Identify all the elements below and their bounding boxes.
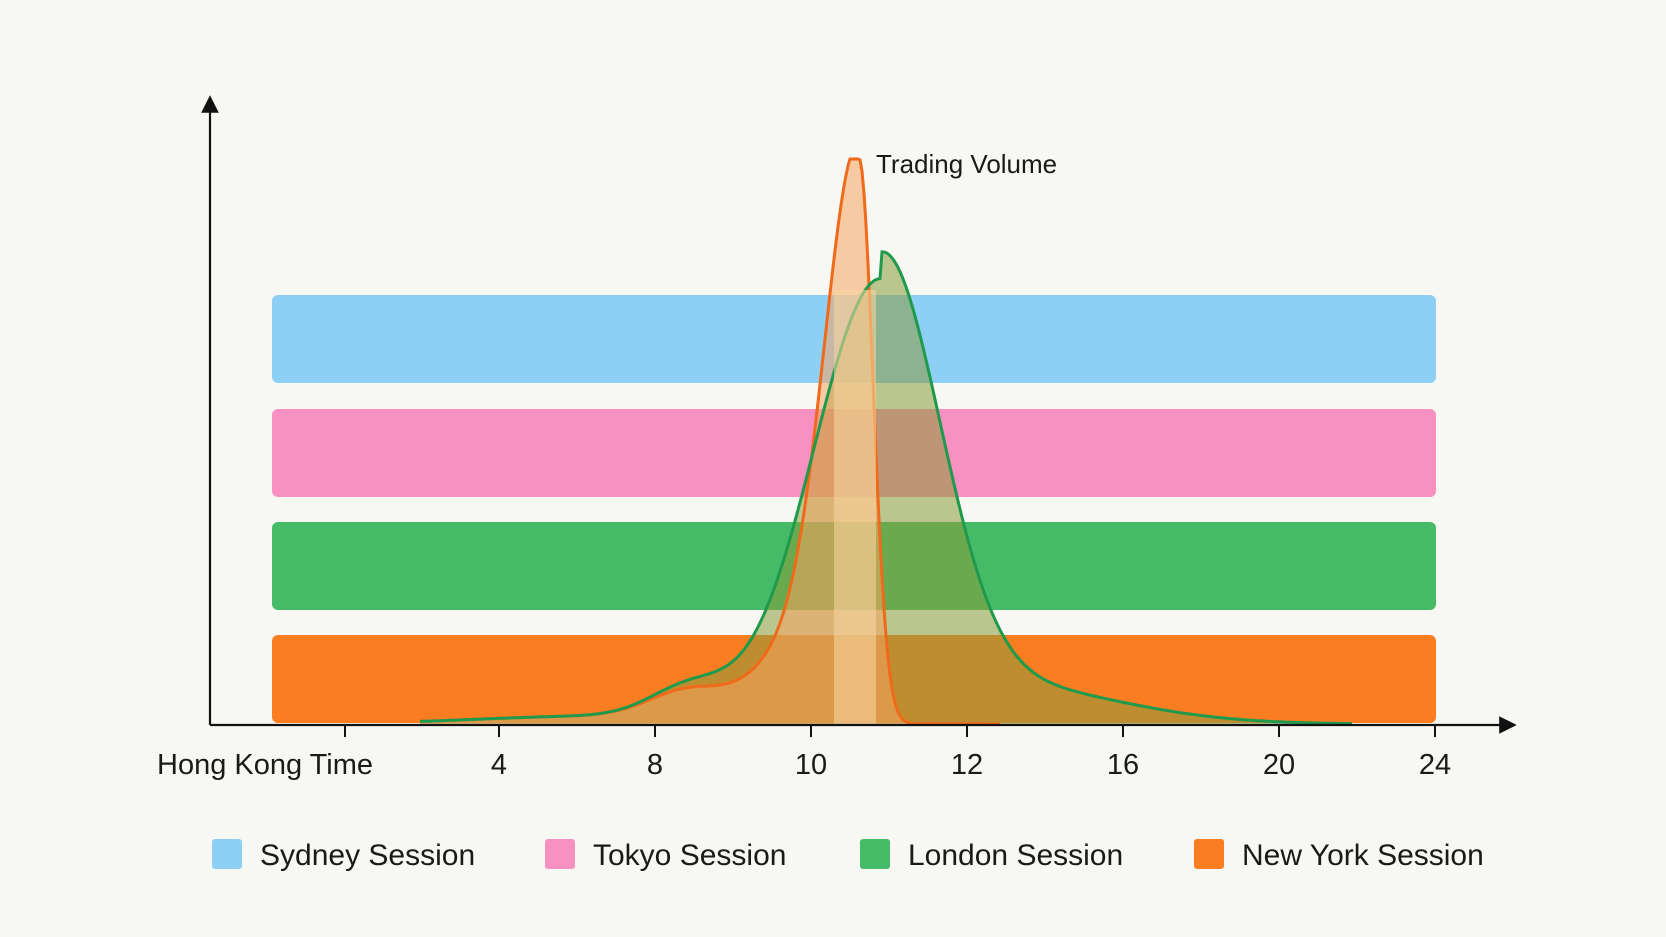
legend-swatch: [1194, 839, 1224, 869]
x-axis-label: Hong Kong Time: [157, 749, 373, 781]
legend-label: Tokyo Session: [593, 839, 786, 872]
legend-swatch: [860, 839, 890, 869]
x-tick-label: 4: [491, 749, 507, 781]
x-tick-label: 10: [795, 749, 827, 781]
peak-highlight: [834, 290, 876, 724]
legend-label: London Session: [908, 839, 1123, 872]
legend-swatch: [212, 839, 242, 869]
volume-green-fill: [420, 251, 1352, 724]
legend-label: Sydney Session: [260, 839, 475, 872]
trading-volume-annotation: Trading Volume: [876, 149, 1057, 179]
legend-label: New York Session: [1242, 839, 1484, 872]
legend-swatch: [545, 839, 575, 869]
legend: Sydney Session Tokyo Session London Sessio…: [212, 839, 1484, 872]
x-tick-label: 24: [1419, 749, 1451, 781]
x-axis-ticks: 4 8 10 12 16 20 24: [344, 725, 1451, 781]
x-tick-label: 16: [1107, 749, 1139, 781]
x-tick-label: 8: [647, 749, 663, 781]
x-tick-label: 12: [951, 749, 983, 781]
volume-green-line: [419, 250, 1352, 726]
x-tick-label: 20: [1263, 749, 1295, 781]
